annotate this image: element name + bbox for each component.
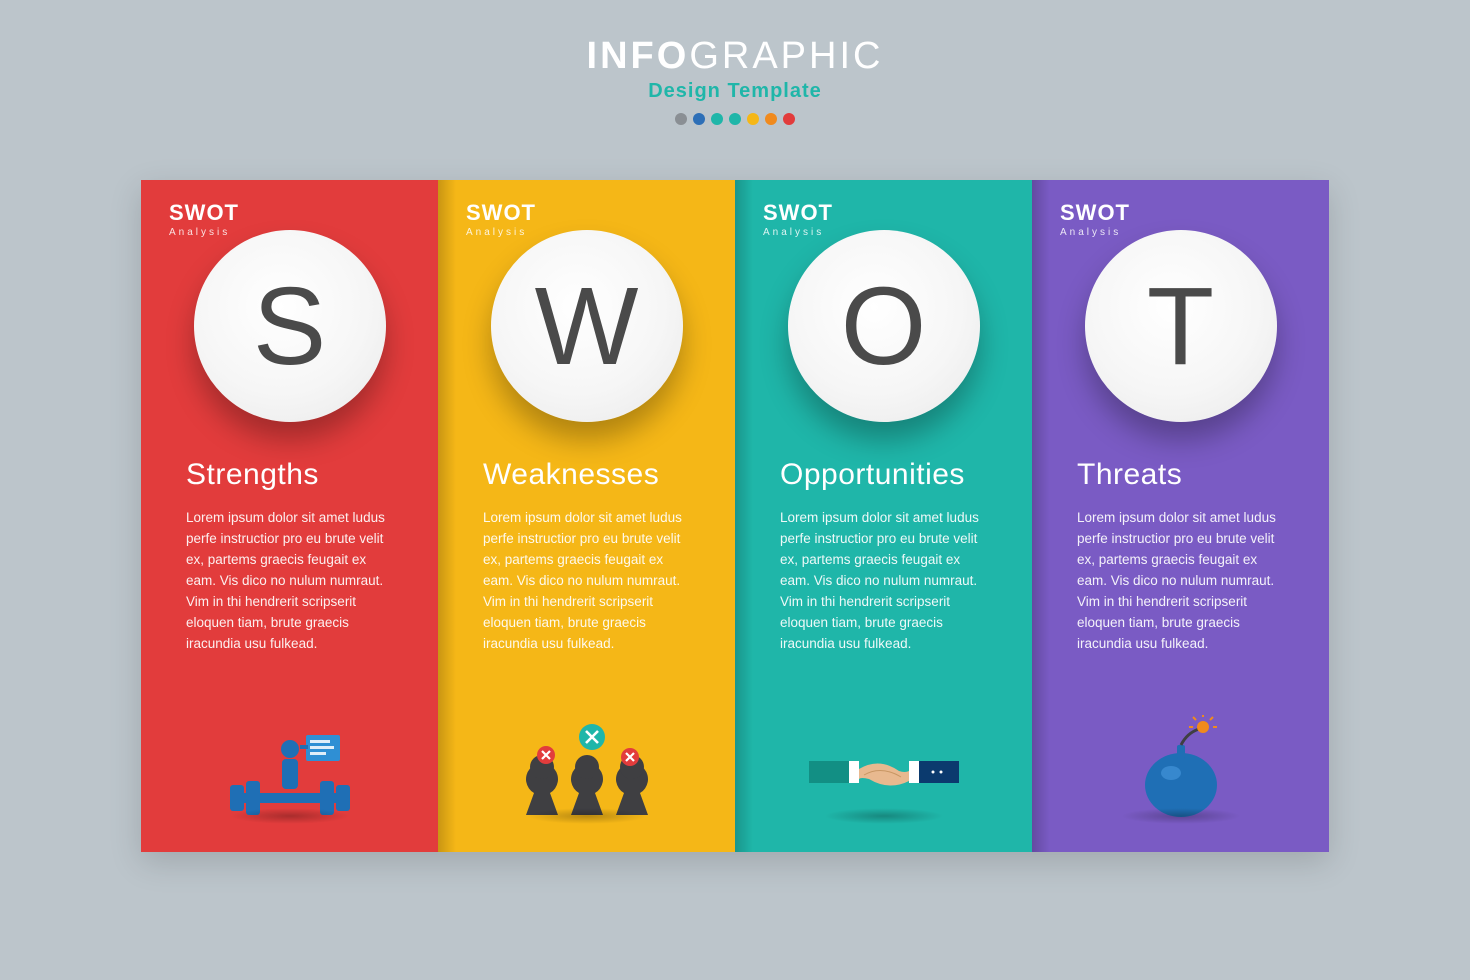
weaknesses-icon [438, 710, 735, 830]
header-dot [711, 113, 723, 125]
panel-heading: Strengths [186, 458, 393, 492]
header-dot [693, 113, 705, 125]
swot-panels: SWOT Analysis S Strengths Lorem ipsum do… [141, 180, 1329, 852]
panel-circle: S [194, 230, 386, 422]
panel-tag-title: SWOT [763, 200, 1004, 226]
header-dot [765, 113, 777, 125]
swot-panel-threats: SWOT Analysis T Threats Lorem ipsum dolo… [1032, 180, 1329, 852]
panel-letter: S [253, 263, 326, 390]
header-dots [587, 113, 884, 125]
panel-heading: Threats [1077, 458, 1284, 492]
panel-circle: O [788, 230, 980, 422]
swot-panel-opportunities: SWOT Analysis O Opportunities Lorem ipsu… [735, 180, 1032, 852]
swot-panel-strengths: SWOT Analysis S Strengths Lorem ipsum do… [141, 180, 438, 852]
swot-panel-weaknesses: SWOT Analysis W Weaknesses Lorem ipsum d… [438, 180, 735, 852]
title-suffix: GRAPHIC [689, 35, 883, 77]
title-prefix: INFO [587, 35, 690, 77]
panel-body: Lorem ipsum dolor sit amet ludus perfe i… [186, 508, 393, 654]
panel-body: Lorem ipsum dolor sit amet ludus perfe i… [780, 508, 987, 654]
header-subtitle: Design Template [587, 80, 884, 103]
panel-tag-title: SWOT [1060, 200, 1301, 226]
panel-heading: Weaknesses [483, 458, 690, 492]
header-dot [747, 113, 759, 125]
panel-letter: W [535, 263, 639, 390]
panel-letter: T [1147, 263, 1214, 390]
threats-icon [1032, 710, 1329, 830]
panel-circle: W [491, 230, 683, 422]
panel-letter: O [841, 263, 927, 390]
opportunities-icon [735, 710, 1032, 830]
header-title: INFOGRAPHIC [587, 35, 884, 78]
panel-tag-title: SWOT [466, 200, 707, 226]
header-dot [783, 113, 795, 125]
panel-body: Lorem ipsum dolor sit amet ludus perfe i… [1077, 508, 1284, 654]
panel-tag-title: SWOT [169, 200, 410, 226]
panel-heading: Opportunities [780, 458, 987, 492]
panel-body: Lorem ipsum dolor sit amet ludus perfe i… [483, 508, 690, 654]
strengths-icon [141, 710, 438, 830]
header-dot [729, 113, 741, 125]
header: INFOGRAPHIC Design Template [587, 35, 884, 125]
header-dot [675, 113, 687, 125]
panel-circle: T [1085, 230, 1277, 422]
